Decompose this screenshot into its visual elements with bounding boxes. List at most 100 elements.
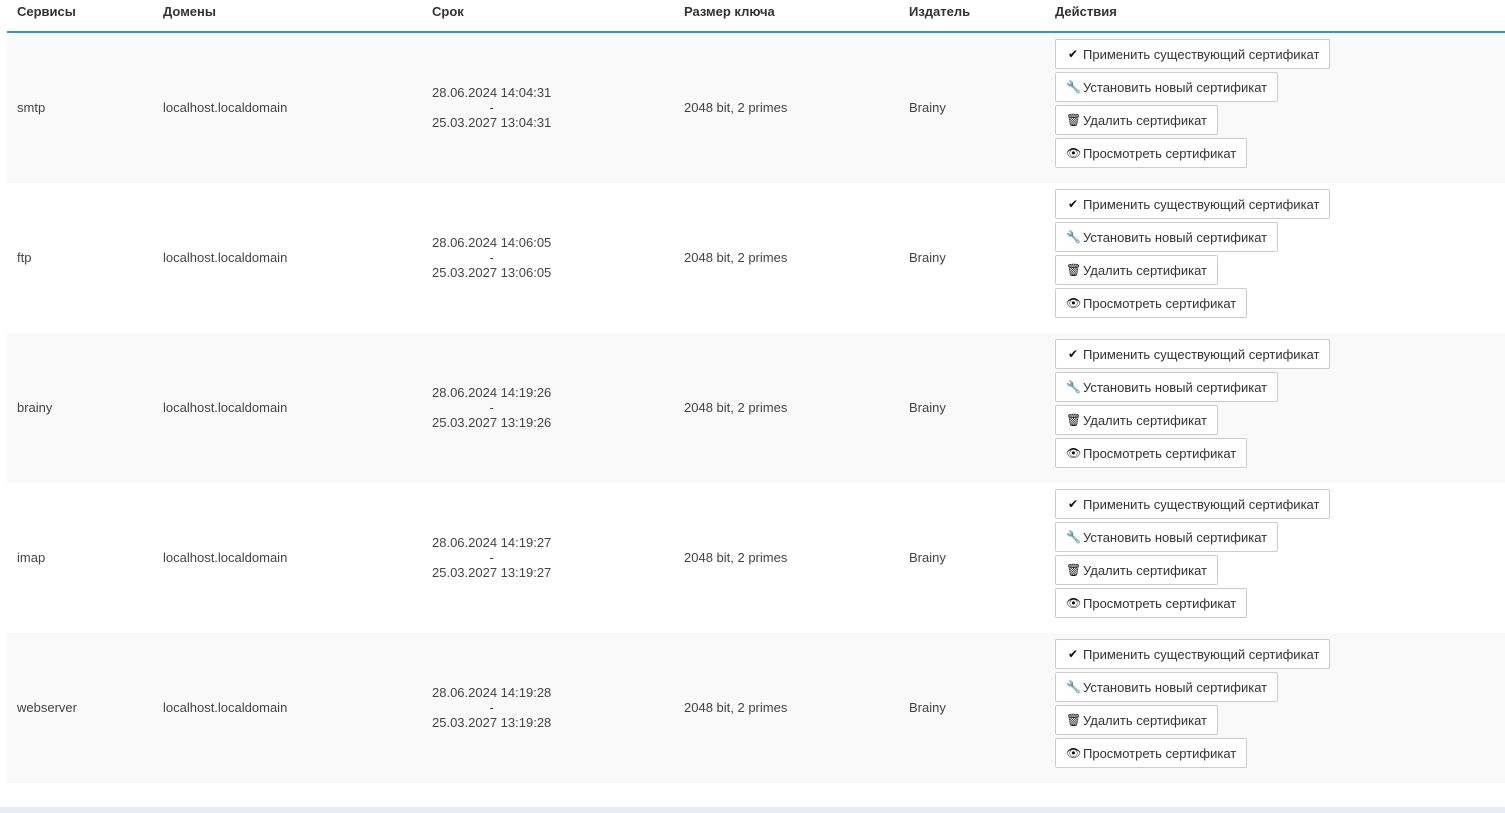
trash-icon: 🗑 [1066, 113, 1082, 127]
button-label: Просмотреть сертификат [1083, 145, 1237, 161]
eye-icon: 👁 [1066, 596, 1082, 610]
button-label: Удалить сертификат [1083, 712, 1207, 728]
valid-to: 25.03.2027 13:19:26 [432, 415, 552, 430]
view-certificate-button[interactable]: 👁 Просмотреть сертификат [1055, 138, 1248, 168]
footer-bar [0, 807, 1505, 813]
key-size-cell: 2048 bit, 2 primes [684, 100, 788, 115]
button-label: Установить новый сертификат [1083, 379, 1268, 395]
valid-from: 28.06.2024 14:06:05 [432, 235, 552, 250]
header-key-size: Размер ключа [684, 4, 775, 19]
actions-cell: ✔ Применить существующий сертификат 🔧 Устан… [1055, 489, 1331, 621]
header-actions: Действия [1055, 4, 1117, 19]
eye-icon: 👁 [1066, 446, 1082, 460]
valid-to: 25.03.2027 13:19:28 [432, 715, 552, 730]
table-row: smtp localhost.localdomain 28.06.2024 14… [7, 33, 1505, 183]
term-separator: - [489, 250, 494, 265]
certificates-table: Сервисы Домены Срок Размер ключа Издател… [7, 0, 1505, 783]
header-term: Срок [432, 4, 464, 19]
wrench-icon: 🔧 [1066, 530, 1081, 544]
button-label: Удалить сертификат [1083, 262, 1207, 278]
button-label: Установить новый сертификат [1083, 229, 1268, 245]
term-separator: - [489, 100, 494, 115]
delete-certificate-button[interactable]: 🗑 Удалить сертификат [1055, 255, 1218, 285]
issuer-cell: Brainy [909, 100, 946, 115]
check-icon: ✔ [1067, 647, 1079, 661]
apply-existing-certificate-button[interactable]: ✔ Применить существующий сертификат [1055, 339, 1331, 369]
term-separator: - [489, 700, 494, 715]
apply-existing-certificate-button[interactable]: ✔ Применить существующий сертификат [1055, 639, 1331, 669]
wrench-icon: 🔧 [1066, 80, 1081, 94]
actions-cell: ✔ Применить существующий сертификат 🔧 Устан… [1055, 39, 1331, 171]
actions-cell: ✔ Применить существующий сертификат 🔧 Устан… [1055, 639, 1331, 771]
button-label: Установить новый сертификат [1083, 529, 1268, 545]
actions-cell: ✔ Применить существующий сертификат 🔧 Устан… [1055, 189, 1331, 321]
term-separator: - [489, 550, 494, 565]
check-icon: ✔ [1067, 47, 1079, 61]
delete-certificate-button[interactable]: 🗑 Удалить сертификат [1055, 105, 1218, 135]
button-label: Применить существующий сертификат [1083, 496, 1320, 512]
table-row: ftp localhost.localdomain 28.06.2024 14:… [7, 183, 1505, 333]
key-size-cell: 2048 bit, 2 primes [684, 550, 788, 565]
table-body: smtp localhost.localdomain 28.06.2024 14… [7, 33, 1505, 783]
button-label: Просмотреть сертификат [1083, 295, 1237, 311]
key-size-cell: 2048 bit, 2 primes [684, 250, 788, 265]
table-row: imap localhost.localdomain 28.06.2024 14… [7, 483, 1505, 633]
check-icon: ✔ [1067, 497, 1079, 511]
key-size-cell: 2048 bit, 2 primes [684, 700, 788, 715]
button-label: Применить существующий сертификат [1083, 196, 1320, 212]
eye-icon: 👁 [1066, 296, 1082, 310]
install-new-certificate-button[interactable]: 🔧 Установить новый сертификат [1055, 72, 1279, 102]
key-size-cell: 2048 bit, 2 primes [684, 400, 788, 415]
view-certificate-button[interactable]: 👁 Просмотреть сертификат [1055, 588, 1248, 618]
issuer-cell: Brainy [909, 250, 946, 265]
header-services: Сервисы [17, 4, 76, 19]
term-cell: 28.06.2024 14:19:27 - 25.03.2027 13:19:2… [432, 535, 551, 580]
view-certificate-button[interactable]: 👁 Просмотреть сертификат [1055, 438, 1248, 468]
service-cell: imap [17, 550, 46, 565]
term-cell: 28.06.2024 14:19:26 - 25.03.2027 13:19:2… [432, 385, 551, 430]
delete-certificate-button[interactable]: 🗑 Удалить сертификат [1055, 405, 1218, 435]
wrench-icon: 🔧 [1066, 680, 1081, 694]
view-certificate-button[interactable]: 👁 Просмотреть сертификат [1055, 738, 1248, 768]
delete-certificate-button[interactable]: 🗑 Удалить сертификат [1055, 705, 1218, 735]
button-label: Удалить сертификат [1083, 562, 1207, 578]
button-label: Просмотреть сертификат [1083, 745, 1237, 761]
trash-icon: 🗑 [1066, 713, 1082, 727]
apply-existing-certificate-button[interactable]: ✔ Применить существующий сертификат [1055, 489, 1331, 519]
button-label: Установить новый сертификат [1083, 79, 1268, 95]
apply-existing-certificate-button[interactable]: ✔ Применить существующий сертификат [1055, 189, 1331, 219]
valid-from: 28.06.2024 14:19:28 [432, 685, 552, 700]
trash-icon: 🗑 [1066, 563, 1082, 577]
install-new-certificate-button[interactable]: 🔧 Установить новый сертификат [1055, 222, 1279, 252]
header-issuer: Издатель [909, 4, 971, 19]
install-new-certificate-button[interactable]: 🔧 Установить новый сертификат [1055, 372, 1279, 402]
valid-to: 25.03.2027 13:04:31 [432, 115, 552, 130]
delete-certificate-button[interactable]: 🗑 Удалить сертификат [1055, 555, 1218, 585]
view-certificate-button[interactable]: 👁 Просмотреть сертификат [1055, 288, 1248, 318]
apply-existing-certificate-button[interactable]: ✔ Применить существующий сертификат [1055, 39, 1331, 69]
install-new-certificate-button[interactable]: 🔧 Установить новый сертификат [1055, 522, 1279, 552]
issuer-cell: Brainy [909, 400, 946, 415]
valid-from: 28.06.2024 14:19:26 [432, 385, 552, 400]
install-new-certificate-button[interactable]: 🔧 Установить новый сертификат [1055, 672, 1279, 702]
trash-icon: 🗑 [1066, 413, 1082, 427]
domain-cell: localhost.localdomain [163, 100, 288, 115]
domain-cell: localhost.localdomain [163, 250, 288, 265]
button-label: Просмотреть сертификат [1083, 445, 1237, 461]
term-separator: - [489, 400, 494, 415]
valid-from: 28.06.2024 14:19:27 [432, 535, 552, 550]
term-cell: 28.06.2024 14:06:05 - 25.03.2027 13:06:0… [432, 235, 551, 280]
check-icon: ✔ [1067, 197, 1079, 211]
valid-to: 25.03.2027 13:19:27 [432, 565, 552, 580]
term-cell: 28.06.2024 14:19:28 - 25.03.2027 13:19:2… [432, 685, 551, 730]
button-label: Просмотреть сертификат [1083, 595, 1237, 611]
issuer-cell: Brainy [909, 550, 946, 565]
button-label: Удалить сертификат [1083, 112, 1207, 128]
service-cell: ftp [17, 250, 32, 265]
domain-cell: localhost.localdomain [163, 550, 288, 565]
trash-icon: 🗑 [1066, 263, 1082, 277]
button-label: Установить новый сертификат [1083, 679, 1268, 695]
valid-to: 25.03.2027 13:06:05 [432, 265, 552, 280]
issuer-cell: Brainy [909, 700, 946, 715]
button-label: Удалить сертификат [1083, 412, 1207, 428]
